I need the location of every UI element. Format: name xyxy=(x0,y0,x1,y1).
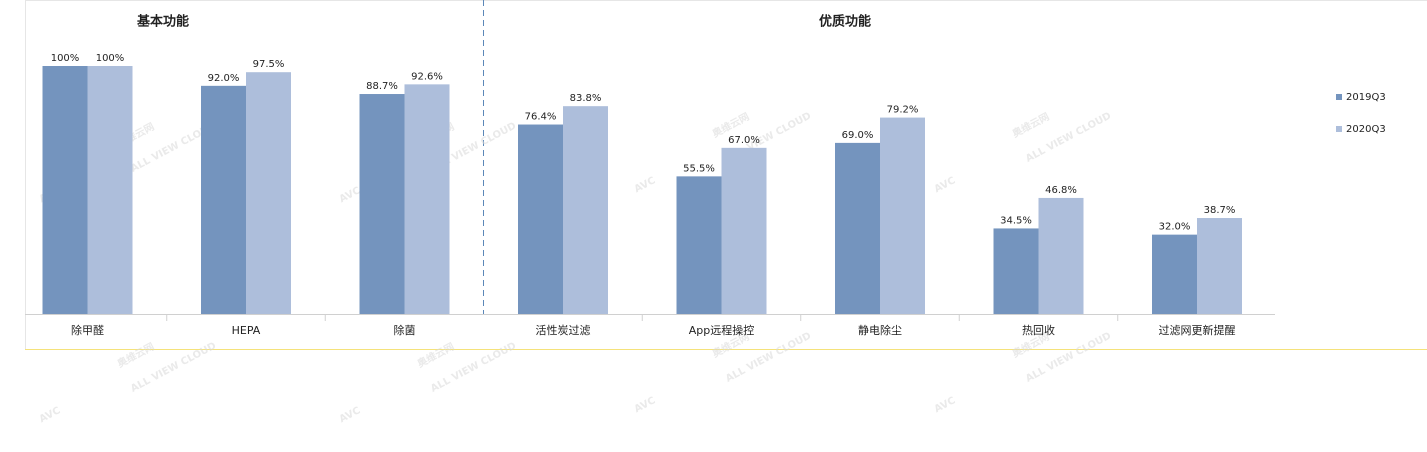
x-tick-label: 过滤网更新提醒 xyxy=(1159,323,1236,337)
watermark-text: 奥维云网 xyxy=(415,340,456,370)
bar xyxy=(1197,218,1242,314)
x-tick-label: 热回收 xyxy=(1022,323,1055,337)
bar xyxy=(518,124,563,314)
watermark-logo: AVC xyxy=(933,175,958,195)
value-label: 88.7% xyxy=(366,81,398,92)
value-label: 34.5% xyxy=(1000,215,1032,226)
value-label: 79.2% xyxy=(887,105,919,116)
legend-label: 2019Q3 xyxy=(1346,92,1386,103)
value-label: 83.8% xyxy=(570,93,602,104)
watermark-logo: AVC xyxy=(933,395,958,415)
bar xyxy=(563,106,608,315)
bar xyxy=(359,94,405,314)
value-label: 55.5% xyxy=(683,163,715,174)
value-label: 76.4% xyxy=(525,112,557,123)
bar xyxy=(42,66,88,314)
legend-swatch xyxy=(1336,126,1342,132)
bar xyxy=(721,147,767,314)
watermark-text: 奥维云网 xyxy=(1010,110,1051,140)
value-label: 92.0% xyxy=(208,73,240,84)
value-label: 92.6% xyxy=(411,71,443,82)
section-title: 优质功能 xyxy=(819,14,871,30)
section-title: 基本功能 xyxy=(136,14,189,30)
bar xyxy=(1038,197,1084,314)
bar xyxy=(993,228,1039,314)
value-label: 69.0% xyxy=(842,130,874,141)
value-label: 100% xyxy=(51,53,80,64)
x-tick-label: 静电除尘 xyxy=(858,323,902,337)
bar xyxy=(246,72,291,314)
value-label: 46.8% xyxy=(1045,185,1077,196)
bar xyxy=(87,66,133,314)
value-label: 67.0% xyxy=(728,135,760,146)
value-label: 32.0% xyxy=(1159,222,1191,233)
legend-swatch xyxy=(1336,94,1342,100)
x-tick-label: 活性炭过滤 xyxy=(536,323,591,337)
watermark-logo: AVC xyxy=(633,395,658,415)
legend-label: 2020Q3 xyxy=(1346,124,1386,135)
watermark-text: 奥维云网 xyxy=(115,340,156,370)
watermark-logo: AVC xyxy=(338,185,363,205)
value-label: 97.5% xyxy=(253,59,285,70)
bar xyxy=(835,142,880,314)
value-label: 38.7% xyxy=(1204,205,1236,216)
watermark-logo: AVC xyxy=(338,405,363,425)
x-tick-label: 除甲醛 xyxy=(71,323,104,337)
watermark-logo: AVC xyxy=(38,405,63,425)
bar xyxy=(676,176,722,314)
bar xyxy=(880,117,925,314)
bar xyxy=(1152,234,1197,314)
watermark-logo: AVC xyxy=(633,175,658,195)
bar xyxy=(404,84,450,315)
value-label: 100% xyxy=(96,53,125,64)
x-tick-label: HEPA xyxy=(232,324,261,337)
x-tick-label: 除菌 xyxy=(394,323,416,337)
bar xyxy=(201,85,246,314)
x-tick-label: App远程操控 xyxy=(689,323,755,337)
